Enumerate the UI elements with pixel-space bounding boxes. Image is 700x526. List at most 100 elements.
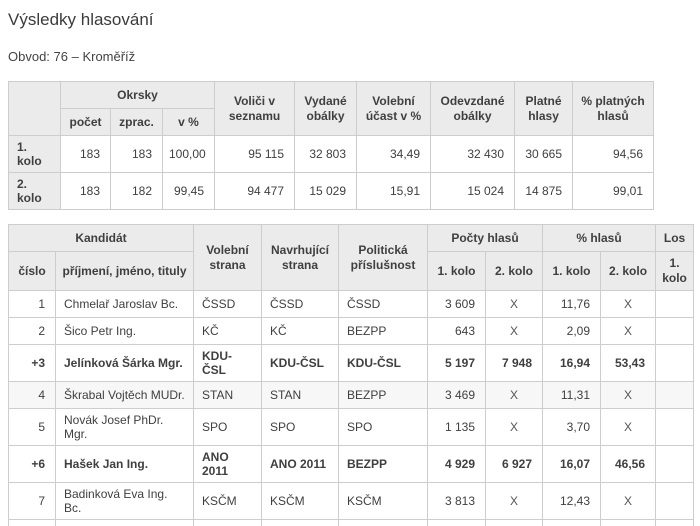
cell-ucast: 15,91 (356, 172, 432, 210)
cell-volebni-strana: KČ (193, 317, 262, 345)
cell-prislusnost: SPO (338, 408, 428, 446)
cell-navrhujici-strana: SPO (261, 408, 339, 446)
cell-pct-kolo2: X (600, 408, 657, 446)
cell-number: 1 (8, 290, 56, 318)
cell-los (655, 482, 695, 520)
cell-number: 4 (8, 381, 56, 409)
cell-v-pct: 99,45 (161, 172, 216, 210)
col-header-pocet: počet (60, 108, 111, 136)
cell-pct-kolo2: X (600, 290, 657, 318)
cell-name: Hašek Jan Ing. (55, 445, 194, 483)
col-header-los-kolo1: 1. kolo (655, 251, 695, 291)
cell-volici: 94 477 (214, 172, 296, 210)
cell-volebni-strana: ANO 2011 (193, 445, 262, 483)
cell-hlasy-kolo1: 4 429 (427, 519, 486, 526)
cell-hlasy-kolo2: X (484, 408, 544, 446)
cell-hlasy-kolo2: 7 948 (484, 344, 544, 382)
col-group-okrsky: Okrsky (59, 81, 216, 109)
summary-table: Okrsky Voliči v seznamu Vydané obálky Vo… (8, 81, 655, 210)
cell-navrhujici-strana: ODS (261, 519, 339, 526)
cell-prislusnost: KSČM (338, 482, 428, 520)
cell-v-pct: 100,00 (161, 135, 216, 173)
cell-navrhujici-strana: ČSSD (261, 290, 339, 318)
cell-pct-kolo2: 53,43 (600, 344, 657, 382)
candidate-row: 2 Šico Petr Ing. KČ KČ BEZPP 643 X 2,09 … (8, 317, 695, 345)
cell-hlasy-kolo2: X (484, 290, 544, 318)
summary-row: 1. kolo 183 183 100,00 95 115 32 803 34,… (8, 135, 655, 173)
cell-hlasy-kolo1: 643 (427, 317, 486, 345)
round-label: 2. kolo (8, 172, 61, 210)
cell-name: Novák Josef PhDr. Mgr. (55, 408, 194, 446)
cell-zprac: 183 (110, 135, 163, 173)
cell-hlasy-kolo1: 1 135 (427, 408, 486, 446)
col-header-zprac: zprac. (110, 108, 163, 136)
cell-platne: 14 875 (514, 172, 574, 210)
cell-pct-kolo2: X (600, 381, 657, 409)
col-header-odevzdane: Odevzdané obálky (430, 81, 516, 136)
cell-pct-platnych: 94,56 (572, 135, 655, 173)
cell-volebni-strana: SPO (193, 408, 262, 446)
col-header-volici: Voliči v seznamu (214, 81, 296, 136)
cell-pct-kolo1: 2,09 (542, 317, 602, 345)
col-header-volebni-strana: Volební strana (193, 224, 262, 291)
summary-row: 2. kolo 183 182 99,45 94 477 15 029 15,9… (8, 172, 655, 210)
cell-number: 2 (8, 317, 56, 345)
cell-volebni-strana: KSČM (193, 482, 262, 520)
cell-pct-kolo2: X (600, 519, 657, 526)
cell-los (655, 290, 695, 318)
summary-header-row-1: Okrsky Voliči v seznamu Vydané obálky Vo… (8, 81, 655, 136)
cell-name: Jelínková Šárka Mgr. (55, 344, 194, 382)
candidate-row: 8 Hebnarová Daniela Mgr. ODS ODS ODS 4 4… (8, 519, 695, 526)
cell-pct-kolo1: 12,43 (542, 482, 602, 520)
col-header-hlasy-kolo1: 1. kolo (427, 251, 486, 291)
cell-hlasy-kolo1: 3 469 (427, 381, 486, 409)
candidate-row: 7 Badinková Eva Ing. Bc. KSČM KSČM KSČM … (8, 482, 695, 520)
cell-los (655, 519, 695, 526)
col-header-jmeno: příjmení, jméno, tituly (55, 251, 194, 291)
cell-prislusnost: BEZPP (338, 317, 428, 345)
cell-pct-kolo1: 16,07 (542, 445, 602, 483)
col-header-pct-kolo2: 2. kolo (600, 251, 657, 291)
col-header-vydane: Vydané obálky (294, 81, 358, 136)
cell-volebni-strana: ODS (193, 519, 262, 526)
cell-volebni-strana: STAN (193, 381, 262, 409)
candidate-row: 4 Škrabal Vojtěch MUDr. STAN STAN BEZPP … (8, 381, 695, 409)
candidate-header-row-1: Kandidát Volební strana Navrhující stran… (8, 224, 695, 291)
cell-prislusnost: KDU-ČSL (338, 344, 428, 382)
cell-ucast: 34,49 (356, 135, 432, 173)
corner-cell (8, 81, 61, 136)
cell-number: +3 (8, 344, 56, 382)
cell-los (655, 317, 695, 345)
col-header-cislo: číslo (8, 251, 56, 291)
cell-navrhujici-strana: KSČM (261, 482, 339, 520)
candidate-row: 5 Novák Josef PhDr. Mgr. SPO SPO SPO 1 1… (8, 408, 695, 446)
cell-odevzdane: 32 430 (430, 135, 516, 173)
cell-number: 8 (8, 519, 56, 526)
district-label: Obvod: 76 – Kroměříž (8, 49, 136, 64)
col-header-navrhujici-strana: Navrhující strana (261, 224, 339, 291)
cell-pct-platnych: 99,01 (572, 172, 655, 210)
cell-pocet: 183 (60, 172, 111, 210)
cell-name: Hebnarová Daniela Mgr. (55, 519, 194, 526)
cell-name: Šico Petr Ing. (55, 317, 194, 345)
cell-hlasy-kolo1: 3 813 (427, 482, 486, 520)
page-title: Výsledky hlasování (8, 10, 154, 29)
cell-pocet: 183 (60, 135, 111, 173)
col-group-los: Los (655, 224, 695, 252)
cell-name: Badinková Eva Ing. Bc. (55, 482, 194, 520)
cell-pct-kolo1: 3,70 (542, 408, 602, 446)
cell-hlasy-kolo1: 4 929 (427, 445, 486, 483)
cell-vydane: 32 803 (294, 135, 358, 173)
cell-number: +6 (8, 445, 56, 483)
cell-volebni-strana: KDU-ČSL (193, 344, 262, 382)
summary-header-row-2: počet zprac. v % (9, 108, 654, 136)
cell-los (655, 344, 695, 382)
col-group-pct-hlasu: % hlasů (542, 224, 657, 252)
cell-pct-kolo2: X (600, 317, 657, 345)
cell-los (655, 381, 695, 409)
candidate-row-advancing: +6 Hašek Jan Ing. ANO 2011 ANO 2011 BEZP… (8, 445, 695, 483)
cell-hlasy-kolo1: 3 609 (427, 290, 486, 318)
col-header-v-pct: v % (161, 108, 216, 136)
col-header-politicka-prislusnost: Politická příslušnost (338, 224, 428, 291)
